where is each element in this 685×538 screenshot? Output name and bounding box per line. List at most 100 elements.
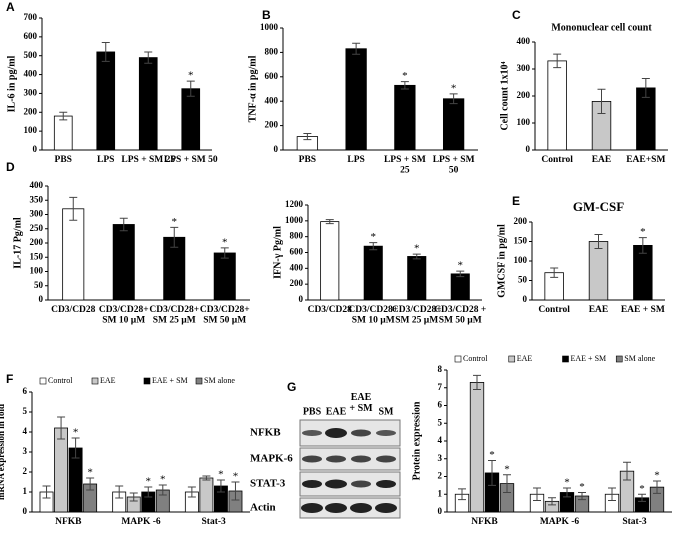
x-tick-label: LPS <box>347 155 364 165</box>
significance-mark: * <box>146 476 152 488</box>
bar <box>469 382 485 513</box>
significance-mark: * <box>654 469 660 481</box>
error-bar <box>86 477 95 491</box>
chart-panel: Protein expression 0 1 2 3 4 5 6 7 8 NFKB MAPK -6 St… <box>411 354 672 527</box>
error-bar <box>597 88 606 115</box>
row-label: NFKB <box>250 427 281 439</box>
bar <box>96 51 116 151</box>
legend-label: EAE <box>517 354 533 363</box>
panel-letter: E <box>512 194 520 208</box>
y-tick-label: 350 <box>30 194 44 204</box>
y-axis-label: Protein expression <box>411 401 422 480</box>
chart-panel: D IL-17 Pg/ml 0 50 100 150 200 250 300 350 400 CD3/… <box>6 160 250 326</box>
y-tick-label: 400 <box>24 69 38 79</box>
error-bar <box>352 42 361 55</box>
chart-title: GM-CSF <box>573 199 624 214</box>
error-bar <box>69 196 78 221</box>
y-tick-label: 3 <box>438 453 443 463</box>
legend-label: EAE <box>100 376 116 385</box>
error-bar <box>59 111 68 121</box>
legend-swatch <box>454 355 462 363</box>
chart-panel: C Mononuclear cell count Cell count 1x10⁴ 0… <box>499 8 668 165</box>
significance-mark: * <box>414 243 420 255</box>
significance-mark: * <box>639 483 645 495</box>
x-tick-label: LPS <box>97 155 114 165</box>
error-bar <box>158 484 167 496</box>
error-bar <box>553 53 562 69</box>
error-bar <box>115 485 124 499</box>
error-bar <box>325 219 334 225</box>
x-tick-label: Control <box>541 155 573 165</box>
y-tick-label: 400 <box>290 262 304 272</box>
legend-label: EAE + SM <box>571 354 607 363</box>
bar <box>138 57 158 151</box>
error-bar <box>608 487 616 501</box>
x-tick-label: MAPK -6 <box>540 517 580 527</box>
panel-letter: G <box>287 380 296 394</box>
y-axis-label: TNF-α in pg/ml <box>247 55 258 122</box>
y-tick-label: 1000 <box>285 215 304 225</box>
significance-mark: * <box>73 427 79 439</box>
x-tick-label: CD3/CD28 + SM 50 µM <box>434 305 486 325</box>
x-tick-label: Control <box>538 305 570 315</box>
y-tick-label: 100 <box>24 125 38 135</box>
legend-label: SM alone <box>204 376 235 385</box>
significance-mark: * <box>451 82 457 94</box>
y-tick-label: 5 <box>23 406 28 416</box>
y-tick-label: 100 <box>517 117 531 127</box>
x-tick-label: CD3/CD28 <box>308 305 353 315</box>
y-tick-label: 3 <box>23 446 28 456</box>
panel-letter: B <box>262 8 271 22</box>
error-bar <box>458 488 466 501</box>
y-tick-label: 4 <box>23 426 28 436</box>
y-tick-label: 0 <box>23 506 28 516</box>
y-tick-label: 150 <box>514 236 528 246</box>
legend-label: Control <box>463 354 488 363</box>
y-axis-label: Cell count 1x10⁴ <box>499 61 510 130</box>
bar <box>450 273 470 301</box>
error-bar <box>449 93 458 105</box>
error-bar <box>548 497 556 506</box>
y-tick-label: 5 <box>438 417 443 427</box>
row-label: MAPK-6 <box>250 453 293 465</box>
y-tick-label: 6 <box>23 386 28 396</box>
y-tick-label: 100 <box>514 255 528 265</box>
panel-letter: C <box>512 8 521 22</box>
significance-mark: * <box>188 70 194 82</box>
x-tick-label: CD3/CD28+ SM 10 µM <box>99 305 149 325</box>
error-bar <box>533 487 541 501</box>
significance-mark: * <box>504 463 510 475</box>
x-tick-label: LPS + SM 50 <box>164 155 218 165</box>
x-tick-label: CD3/CD28+ SM 25 µM <box>149 305 199 325</box>
x-tick-label: LPS + SM 25 <box>384 155 426 175</box>
panel-letter: D <box>6 160 15 174</box>
error-bar <box>638 237 647 254</box>
error-bar <box>594 233 603 250</box>
bar <box>442 98 465 151</box>
lane-label: SM <box>379 406 395 417</box>
error-bar <box>473 374 481 391</box>
y-tick-label: 800 <box>290 231 304 241</box>
error-bar <box>400 81 409 90</box>
bar <box>213 252 236 301</box>
y-tick-label: 200 <box>514 216 528 226</box>
blot-bands <box>301 428 397 513</box>
x-tick-label: LPS + SM 50 <box>433 155 475 175</box>
x-tick-label: EAE <box>592 155 612 165</box>
y-tick-label: 1 <box>23 486 28 496</box>
significance-mark: * <box>172 216 178 228</box>
y-tick-label: 200 <box>517 90 531 100</box>
chart-panel: B TNF-α in pg/ml 0 200 400 600 800 1000 PBS LPS LP… <box>247 8 478 176</box>
error-bar <box>369 242 378 251</box>
y-tick-label: 0 <box>33 144 38 154</box>
significance-mark: * <box>489 449 495 461</box>
panel-letter: F <box>6 372 13 386</box>
error-bar <box>71 437 80 459</box>
y-tick-label: 6 <box>438 400 443 410</box>
y-tick-label: 300 <box>24 87 38 97</box>
significance-mark: * <box>371 231 377 243</box>
y-tick-label: 300 <box>517 63 531 73</box>
legend-swatch <box>91 377 99 385</box>
bar <box>53 115 73 151</box>
